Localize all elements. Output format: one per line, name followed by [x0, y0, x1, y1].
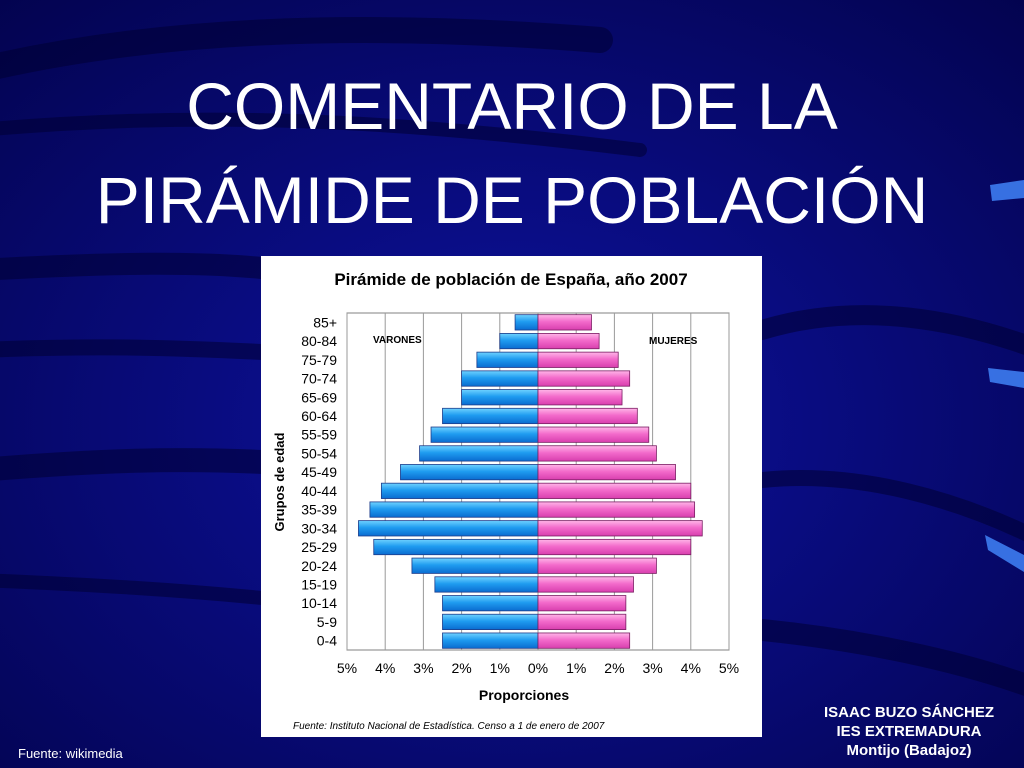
age-group-label: 45-49 [301, 464, 337, 480]
bar-varones-70-74 [461, 370, 539, 387]
age-group-label: 15-19 [301, 576, 337, 592]
x-tick-label: 5% [719, 660, 739, 676]
bar-mujeres-60-64 [537, 407, 638, 425]
x-tick-label: 3% [413, 660, 433, 676]
age-group-label: 80-84 [301, 333, 337, 349]
bar-varones-40-44 [380, 482, 539, 499]
bar-varones-20-24 [411, 557, 539, 574]
bar-varones-35-39 [369, 501, 539, 518]
chart-title: Pirámide de población de España, año 200… [334, 270, 687, 289]
x-tick-label: 2% [451, 660, 471, 676]
legend-varones: VARONES [373, 335, 422, 346]
gridlines [346, 313, 730, 650]
bar-mujeres-35-39 [537, 501, 696, 518]
bar-varones-15-19 [434, 576, 539, 593]
slide-title-line-1: COMENTARIO DE LA [186, 69, 838, 143]
bar-varones-80-84 [499, 333, 539, 350]
bar-varones-55-59 [430, 426, 539, 443]
age-group-label: 5-9 [317, 614, 337, 630]
age-group-labels: 85+ 80-84 75-79 70-74 65-69 60-64 55-59 50-54 45… [301, 314, 337, 648]
population-pyramid-chart: Pirámide de población de España, año 200… [261, 256, 762, 737]
bar-varones-30-34 [358, 520, 539, 537]
bar-varones-5-9 [442, 613, 539, 630]
y-axis-label: Grupos de edad [272, 432, 287, 531]
bar-mujeres-5-9 [537, 613, 627, 630]
x-tick-label: 1% [490, 660, 510, 676]
bar-mujeres-15-19 [537, 576, 634, 593]
age-group-label: 10-14 [301, 595, 337, 611]
bar-mujeres-70-74 [537, 370, 631, 387]
bar-mujeres-80-84 [537, 333, 600, 350]
age-group-label: 0-4 [317, 633, 337, 649]
chart-source-note: Fuente: Instituto Nacional de Estadístic… [293, 721, 605, 732]
school-name: IES EXTREMADURA [836, 723, 982, 740]
age-group-label: 60-64 [301, 408, 337, 424]
x-tick-label: 3% [642, 660, 662, 676]
bar-varones-45-49 [400, 464, 539, 481]
bar-varones-50-54 [419, 445, 539, 462]
bar-varones-0-4 [442, 632, 539, 649]
x-tick-label: 5% [337, 660, 357, 676]
bar-varones-10-14 [442, 595, 539, 612]
bar-mujeres-30-34 [537, 520, 703, 537]
population-pyramid-svg: Pirámide de población de España, año 200… [261, 256, 762, 737]
x-tick-label: 0% [528, 660, 548, 676]
age-group-label: 55-59 [301, 427, 337, 443]
age-group-label: 50-54 [301, 445, 337, 461]
town-name: Montijo (Badajoz) [846, 742, 972, 759]
bar-mujeres-0-4 [537, 632, 631, 649]
bar-mujeres-65-69 [537, 389, 623, 406]
x-tick-label: 2% [604, 660, 624, 676]
age-group-label: 40-44 [301, 483, 337, 499]
bar-varones-85+ [514, 314, 539, 331]
bar-mujeres-50-54 [537, 445, 657, 462]
age-group-label: 75-79 [301, 352, 337, 368]
bar-mujeres-20-24 [537, 557, 657, 574]
age-group-label: 35-39 [301, 502, 337, 518]
image-source-text: Fuente: wikimedia [18, 746, 123, 761]
age-group-label: 65-69 [301, 389, 337, 405]
slide-title-line-2: PIRÁMIDE DE POBLACIÓN [95, 163, 929, 237]
author-name: ISAAC BUZO SÁNCHEZ [823, 704, 994, 721]
bar-varones-25-29 [373, 538, 539, 556]
legend-mujeres: MUJERES [649, 336, 698, 347]
x-tick-label: 4% [375, 660, 395, 676]
x-axis-label: Proporciones [479, 687, 569, 703]
x-tick-label: 4% [681, 660, 701, 676]
bar-mujeres-75-79 [537, 351, 619, 368]
age-group-label: 20-24 [301, 558, 337, 574]
bar-mujeres-45-49 [537, 464, 676, 481]
bar-mujeres-85+ [537, 314, 592, 331]
bar-mujeres-10-14 [537, 595, 627, 612]
bar-mujeres-40-44 [537, 482, 692, 499]
x-tick-label: 1% [566, 660, 586, 676]
author-credits: ISAAC BUZO SÁNCHEZ IES EXTREMADURA Monti… [796, 703, 1022, 760]
x-tick-labels: 5% 4% 3% 2% 1% 0% 1% 2% 3% 4% 5% [337, 660, 739, 676]
bar-mujeres-55-59 [537, 426, 650, 443]
bar-mujeres-25-29 [537, 538, 692, 556]
age-group-label: 70-74 [301, 371, 337, 387]
bar-varones-60-64 [442, 407, 539, 425]
age-group-label: 30-34 [301, 520, 337, 536]
bar-varones-65-69 [461, 389, 539, 406]
bar-varones-75-79 [476, 351, 539, 368]
bars-group [358, 314, 703, 649]
age-group-label: 85+ [313, 314, 337, 330]
age-group-label: 25-29 [301, 539, 337, 555]
